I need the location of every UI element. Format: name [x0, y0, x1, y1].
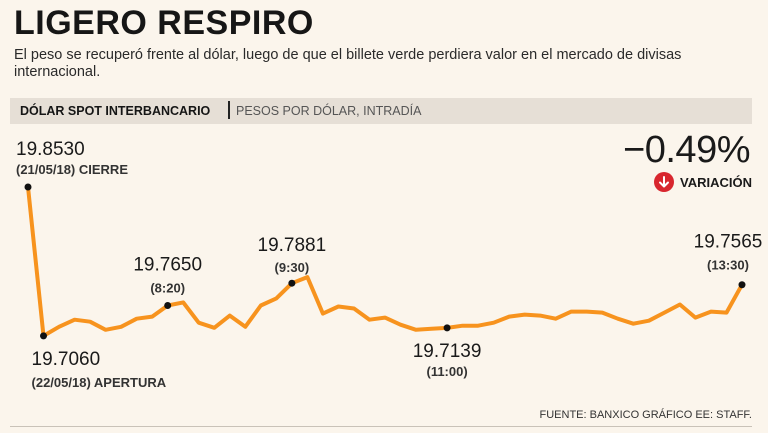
series-line — [26, 185, 744, 338]
data-label-value: 19.7565 — [694, 232, 763, 253]
data-label-value: 19.7060 — [32, 349, 101, 370]
chart-header-bar: DÓLAR SPOT INTERBANCARIO PESOS POR DÓLAR… — [10, 98, 752, 124]
variation-label: VARIACIÓN — [680, 174, 752, 190]
data-label-value: 19.7139 — [413, 341, 482, 362]
source-note: FUENTE: BANXICO GRÁFICO EE: STAFF. — [539, 409, 753, 421]
chart-subtitle: El peso se recuperó frente al dólar, lue… — [14, 47, 682, 80]
data-point-marker — [40, 332, 48, 340]
data-point-marker — [24, 183, 32, 191]
data-label-note: (22/05/18) APERTURA — [32, 375, 167, 390]
data-label-note: (8:20) — [150, 280, 185, 295]
down-arrow-icon — [654, 172, 675, 192]
data-label-note: (11:00) — [426, 364, 467, 379]
data-label-note: (9:30) — [275, 260, 310, 275]
header-divider — [228, 101, 230, 119]
data-point-marker — [164, 301, 172, 309]
chart-title: LIGERO RESPIRO — [14, 4, 314, 42]
data-label-value: 19.7650 — [133, 254, 202, 275]
series-label: DÓLAR SPOT INTERBANCARIO — [20, 104, 211, 118]
variation-row: VARIACIÓN — [654, 172, 752, 192]
unit-label: PESOS POR DÓLAR, INTRADÍA — [236, 104, 422, 118]
data-label-value: 19.7881 — [258, 235, 327, 256]
data-label-value: 19.8530 — [16, 139, 85, 160]
data-label-note: (13:30) — [707, 258, 749, 273]
bottom-rule — [10, 426, 752, 427]
data-point-marker — [443, 324, 451, 332]
data-label-note: (21/05/18) CIERRE — [16, 162, 128, 177]
data-point-marker — [288, 279, 296, 287]
data-point-marker — [738, 281, 746, 289]
variation-value: −0.49% — [623, 129, 750, 171]
